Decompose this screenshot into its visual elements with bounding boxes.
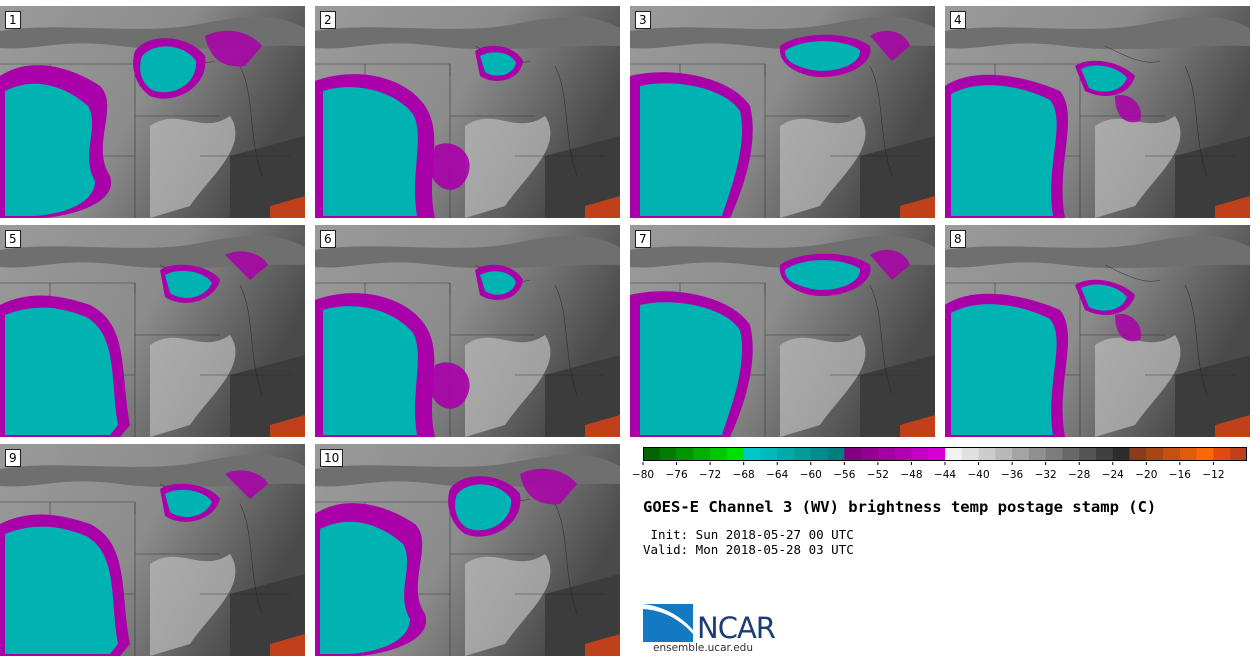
colorbar-tick-label: −68 <box>733 469 755 481</box>
colorbar <box>643 447 1247 461</box>
colorbar-tick-label: −24 <box>1102 469 1124 481</box>
colorbar-tick-label: −60 <box>800 469 822 481</box>
ncar-logo-icon <box>643 604 693 642</box>
colorbar-border <box>643 447 1247 461</box>
colorbar-swatch <box>894 447 912 461</box>
colorbar-swatch <box>827 447 845 461</box>
colorbar-swatch <box>710 447 728 461</box>
colorbar-swatch <box>995 447 1013 461</box>
colorbar-swatch <box>777 447 795 461</box>
colorbar-swatch <box>1129 447 1147 461</box>
colorbar-tick-label: −12 <box>1202 469 1224 481</box>
satellite-map <box>0 225 305 437</box>
colorbar-swatch <box>1196 447 1214 461</box>
satellite-map <box>945 225 1250 437</box>
stamp-panel-5: 5 <box>0 225 305 437</box>
colorbar-tick-label: −44 <box>934 469 956 481</box>
stamp-panel-4: 4 <box>945 6 1250 218</box>
colorbar-swatch <box>1045 447 1063 461</box>
panel-label: 5 <box>5 230 21 248</box>
stamp-panel-8: 8 <box>945 225 1250 437</box>
satellite-map <box>630 6 935 218</box>
stamp-panel-10: 10 <box>315 444 620 656</box>
colorbar-tick-label: −64 <box>766 469 788 481</box>
colorbar-swatch <box>1179 447 1197 461</box>
colorbar-ticks: −80 −76 −72 −68 −64 −60 −56 −52 −48 −44 −40 −36 −32−… <box>632 462 1225 481</box>
colorbar-tick-label: −16 <box>1169 469 1191 481</box>
panel-label: 2 <box>320 11 336 29</box>
colorbar-tick-label: −32 <box>1035 469 1057 481</box>
colorbar-swatch <box>1028 447 1046 461</box>
colorbar-swatch <box>676 447 694 461</box>
colorbar-swatch <box>794 447 812 461</box>
colorbar-tick-label: −36 <box>1001 469 1023 481</box>
satellite-map <box>945 6 1250 218</box>
colorbar-tick-label: −56 <box>833 469 855 481</box>
satellite-map <box>630 225 935 437</box>
satellite-map <box>315 6 620 218</box>
colorbar-swatch <box>945 447 963 461</box>
colorbar-tick-label: −80 <box>632 469 654 481</box>
colorbar-tick-label: −40 <box>967 469 989 481</box>
colorbar-swatch <box>693 447 711 461</box>
panel-label: 7 <box>635 230 651 248</box>
colorbar-swatch <box>1012 447 1030 461</box>
colorbar-tick-label: −28 <box>1068 469 1090 481</box>
colorbar-swatch <box>1213 447 1231 461</box>
panel-label: 10 <box>320 449 344 467</box>
stamp-panel-9: 9 <box>0 444 305 656</box>
stamp-panel-2: 2 <box>315 6 620 218</box>
colorbar-swatch <box>1163 447 1181 461</box>
stamp-panel-6: 6 <box>315 225 620 437</box>
colorbar-swatch <box>643 447 661 461</box>
ncar-wordmark: NCAR <box>697 611 776 645</box>
panel-label: 3 <box>635 11 651 29</box>
stamp-panel-7: 7 <box>630 225 935 437</box>
colorbar-swatch <box>1096 447 1114 461</box>
stamp-panel-1: 1 <box>0 6 305 218</box>
colorbar-swatch <box>1230 447 1247 461</box>
panel-label: 6 <box>320 230 336 248</box>
colorbar-swatch <box>726 447 744 461</box>
colorbar-swatch <box>978 447 996 461</box>
stamp-panel-3: 3 <box>630 6 935 218</box>
colorbar-swatch <box>961 447 979 461</box>
colorbar-swatch <box>1062 447 1080 461</box>
init-time: Init: Sun 2018-05-27 00 UTC <box>643 527 854 542</box>
colorbar-tick-label: −20 <box>1135 469 1157 481</box>
colorbar-swatch <box>877 447 895 461</box>
panel-label: 1 <box>5 11 21 29</box>
satellite-map <box>0 444 305 656</box>
colorbar-swatch <box>1112 447 1130 461</box>
colorbar-tick-label: −48 <box>900 469 922 481</box>
site-url: ensemble.ucar.edu <box>653 642 753 654</box>
panel-label: 8 <box>950 230 966 248</box>
colorbar-swatch <box>1079 447 1097 461</box>
colorbar-swatch <box>911 447 929 461</box>
colorbar-swatch <box>760 447 778 461</box>
colorbar-tick-label: −72 <box>699 469 721 481</box>
colorbar-swatch <box>861 447 879 461</box>
colorbar-swatch <box>810 447 828 461</box>
satellite-map <box>0 6 305 218</box>
panel-label: 4 <box>950 11 966 29</box>
colorbar-swatch <box>659 447 677 461</box>
satellite-map <box>315 444 620 656</box>
chart-title: GOES-E Channel 3 (WV) brightness temp po… <box>643 498 1157 516</box>
colorbar-swatch <box>1146 447 1164 461</box>
colorbar-swatch <box>743 447 761 461</box>
colorbar-tick-label: −76 <box>665 469 687 481</box>
colorbar-swatch <box>844 447 862 461</box>
satellite-map <box>315 225 620 437</box>
valid-time: Valid: Mon 2018-05-28 03 UTC <box>643 542 854 557</box>
panel-label: 9 <box>5 449 21 467</box>
colorbar-swatch <box>928 447 946 461</box>
colorbar-tick-label: −52 <box>867 469 889 481</box>
